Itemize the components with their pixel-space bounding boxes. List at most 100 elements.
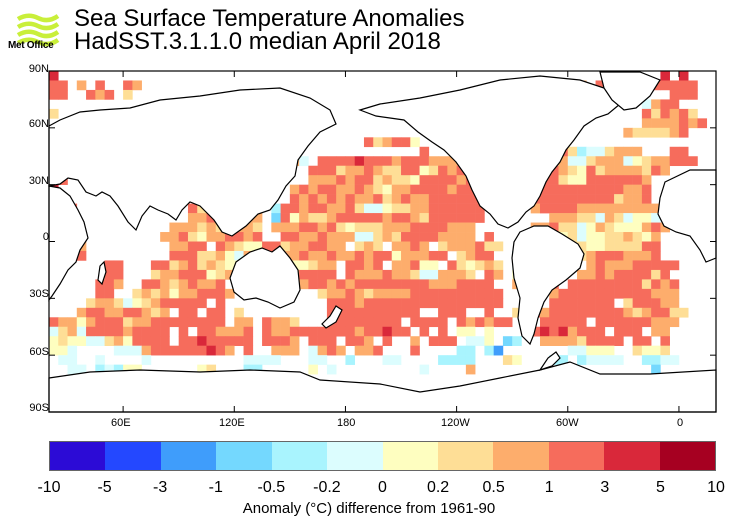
- grid-cell: [438, 336, 448, 346]
- grid-cell: [438, 165, 448, 176]
- grid-cell: [641, 232, 652, 242]
- grid-cell: [308, 165, 318, 176]
- grid-cell: [401, 260, 411, 271]
- colorbar-swatch: [50, 442, 106, 470]
- grid-cell: [382, 165, 393, 176]
- grid-cell: [438, 232, 448, 242]
- colorbar-swatch: [548, 442, 605, 470]
- grid-cell: [465, 203, 476, 214]
- grid-cell: [660, 307, 670, 318]
- grid-cell: [289, 345, 300, 356]
- grid-cell: [410, 250, 420, 261]
- grid-cell: [632, 288, 643, 299]
- grid-cell: [623, 165, 633, 176]
- grid-cell: [104, 89, 115, 100]
- grid-cell: [326, 165, 337, 176]
- grid-cell: [317, 194, 328, 204]
- grid-cell: [549, 222, 559, 233]
- grid-cell: [558, 307, 569, 318]
- grid-cell: [336, 203, 346, 214]
- grid-cell: [456, 165, 467, 176]
- grid-cell: [308, 213, 318, 223]
- grid-cell: [345, 298, 355, 309]
- grid-cell: [641, 165, 652, 176]
- grid-cell: [336, 241, 346, 252]
- grid-cell: [67, 355, 78, 365]
- grid-cell: [586, 222, 596, 233]
- grid-cell: [308, 232, 318, 242]
- grid-cell: [438, 355, 448, 365]
- grid-cell: [456, 203, 467, 214]
- grid-cell: [86, 298, 96, 309]
- grid-cell: [345, 175, 355, 185]
- grid-cell: [104, 336, 115, 346]
- grid-cell: [577, 288, 587, 299]
- grid-cell: [577, 156, 587, 167]
- grid-cell: [447, 175, 457, 185]
- grid-cell: [113, 345, 124, 356]
- lat-label-90n: 90N: [28, 63, 49, 75]
- grid-cell: [651, 260, 661, 271]
- grid-cell: [623, 232, 633, 242]
- grid-cell: [178, 336, 189, 346]
- grid-cell: [76, 326, 87, 337]
- grid-cell: [345, 279, 355, 290]
- grid-cell: [345, 203, 355, 214]
- grid-cell: [197, 288, 207, 299]
- grid-cell: [225, 250, 235, 261]
- grid-cell: [289, 184, 300, 195]
- grid-cell: [428, 288, 439, 299]
- grid-cell: [382, 213, 393, 223]
- grid-cell: [354, 260, 365, 271]
- grid-cell: [206, 345, 217, 356]
- grid-cell: [86, 307, 96, 318]
- grid-cell: [373, 260, 383, 271]
- grid-cell: [447, 298, 457, 309]
- grid-cell: [447, 288, 457, 299]
- grid-cell: [632, 203, 643, 214]
- grid-cell: [299, 194, 309, 204]
- grid-cell: [141, 345, 152, 356]
- grid-cell: [354, 156, 365, 167]
- grid-cell: [299, 279, 309, 290]
- grid-cell: [604, 184, 615, 195]
- grid-cell: [113, 298, 124, 309]
- grid-cell: [558, 326, 569, 337]
- grid-cell: [86, 336, 96, 346]
- colorbar-tick-label: 10: [707, 479, 725, 496]
- grid-cell: [95, 355, 105, 365]
- grid-cell: [215, 269, 226, 280]
- grid-cell: [363, 260, 374, 271]
- grid-cell: [123, 345, 133, 356]
- grid-cell: [623, 194, 633, 204]
- grid-cell: [632, 222, 643, 233]
- grid-cell: [651, 307, 661, 318]
- grid-cell: [595, 241, 606, 252]
- grid-cell: [595, 232, 606, 242]
- grid-cell: [215, 241, 226, 252]
- grid-cell: [410, 194, 420, 204]
- grid-cell: [373, 250, 383, 261]
- grid-cell: [67, 345, 78, 356]
- grid-cell: [49, 71, 59, 81]
- grid-cell: [178, 345, 189, 356]
- grid-cell: [586, 326, 596, 337]
- grid-cell: [604, 232, 615, 242]
- colorbar-tick-label: -10: [37, 479, 61, 496]
- grid-cell: [363, 298, 374, 309]
- grid-cell: [308, 279, 318, 290]
- grid-cell: [651, 99, 661, 110]
- grid-cell: [475, 298, 485, 309]
- grid-cell: [456, 260, 467, 271]
- grid-cell: [586, 345, 596, 356]
- grid-cell: [595, 203, 606, 214]
- colorbar-swatch: [160, 442, 217, 470]
- grid-cell: [178, 232, 189, 242]
- grid-cell: [363, 203, 374, 214]
- grid-cell: [104, 260, 115, 271]
- grid-cell: [678, 127, 689, 138]
- colorbar-swatch: [105, 442, 161, 470]
- grid-cell: [317, 156, 328, 167]
- grid-cell: [475, 203, 485, 214]
- grid-cell: [475, 241, 485, 252]
